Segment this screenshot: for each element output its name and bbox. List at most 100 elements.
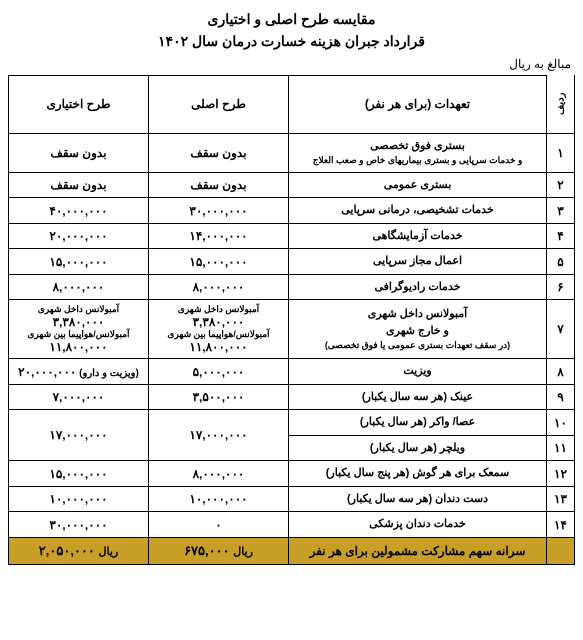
opt-value: ۸,۰۰۰,۰۰۰ — [53, 280, 105, 294]
desc-line: ویلچر (هر سال یکبار) — [295, 440, 540, 457]
title-line-2: قرارداد جبران هزینه خسارت درمان سال ۱۴۰۲ — [8, 30, 575, 52]
main-cell: بدون سقف — [149, 172, 289, 198]
opt-cell: ۳۰,۰۰۰,۰۰۰ — [9, 512, 149, 538]
opt-cell: ۴۰,۰۰۰,۰۰۰ — [9, 198, 149, 224]
opt-cell: ۱۰,۰۰۰,۰۰۰ — [9, 486, 149, 512]
table-row: ۱۳ دست دندان (هر سه سال یکبار) ۱۰,۰۰۰,۰۰۰ ۱… — [9, 486, 575, 512]
desc-line: ویزیت — [295, 363, 540, 380]
footer-row: سرانه سهم مشارکت مشمولین برای هر نفر ۶۷۵,… — [9, 537, 575, 564]
main-value: بدون سقف — [190, 178, 246, 192]
table-row: ۳ خدمات تشخیصی، درمانی سرپایی ۳۰,۰۰۰,۰۰۰ ۴۰… — [9, 198, 575, 224]
opt-cell: ۸,۰۰۰,۰۰۰ — [9, 274, 149, 300]
row-desc: اعمال مجاز سرپایی — [289, 249, 547, 275]
table-row: ۶خدمات رادیوگرافی۸,۰۰۰,۰۰۰۸,۰۰۰,۰۰۰ — [9, 274, 575, 300]
row-desc: خدمات تشخیصی، درمانی سرپایی — [289, 198, 547, 224]
main-cell: ۰ — [149, 512, 289, 538]
main-value: ۱۵,۰۰۰,۰۰۰ — [189, 255, 247, 269]
table-row: ۸ ویزیت ۵,۰۰۰,۰۰۰ ۲۰,۰۰۰,۰۰۰ (ویزیت و دارو) — [9, 359, 575, 385]
opt-cell: ۷,۰۰۰,۰۰۰ — [9, 384, 149, 410]
main-value: ۰ — [215, 518, 221, 532]
desc-line: آمبولانس داخل شهری — [295, 306, 540, 323]
desc-line: و خارج شهری — [295, 323, 540, 340]
main-value: ۱۷,۰۰۰,۰۰۰ — [189, 428, 247, 442]
desc-line: دست دندان (هر سه سال یکبار) — [295, 491, 540, 508]
row-desc: دست دندان (هر سه سال یکبار) — [289, 486, 547, 512]
opt-sublabel: آمبولانس داخل شهری — [15, 304, 142, 315]
table-row: ۱۴خدمات دندان پزشکی۰۳۰,۰۰۰,۰۰۰ — [9, 512, 575, 538]
main-cell: ۱۰,۰۰۰,۰۰۰ — [149, 486, 289, 512]
row-desc: خدمات آزمایشگاهی — [289, 223, 547, 249]
desc-line: اعمال مجاز سرپایی — [295, 253, 540, 270]
opt-cell: بدون سقف — [9, 172, 149, 198]
desc-line: بستری فوق تخصصی — [295, 138, 540, 155]
desc-line: سمعک برای هر گوش (هر پنج سال یکبار) — [295, 465, 540, 482]
opt-cell: ۱۷,۰۰۰,۰۰۰ — [9, 410, 149, 461]
main-cell: ۵,۰۰۰,۰۰۰ — [149, 359, 289, 385]
row-desc: ویزیت — [289, 359, 547, 385]
row-number: ۳ — [547, 198, 575, 224]
opt-value: ۱۵,۰۰۰,۰۰۰ — [49, 255, 107, 269]
main-value: ۸,۰۰۰,۰۰۰ — [193, 280, 245, 294]
header-desc: تعهدات (برای هر نفر) — [289, 75, 547, 133]
opt-cell: ۱۵,۰۰۰,۰۰۰ — [9, 461, 149, 487]
main-value: ۳۰,۰۰۰,۰۰۰ — [189, 204, 247, 218]
table-row: ۲ بستری عمومی بدون سقف بدون سقف — [9, 172, 575, 198]
main-sublabel: آمبولانس داخل شهری — [155, 304, 282, 315]
currency-note: مبالغ به ریال — [8, 57, 571, 71]
row-desc: عینک (هر سه سال یکبار) — [289, 384, 547, 410]
row-desc: بستری عمومی — [289, 172, 547, 198]
main-cell: ۳۰,۰۰۰,۰۰۰ — [149, 198, 289, 224]
opt-value: ۲۰,۰۰۰,۰۰۰ — [49, 229, 107, 243]
opt-after: (ویزیت و دارو) — [76, 368, 138, 379]
row-number: ۱۲ — [547, 461, 575, 487]
opt-cell: ۲۰,۰۰۰,۰۰۰ — [9, 223, 149, 249]
main-value: ۳,۵۰۰,۰۰۰ — [193, 390, 245, 404]
header-main: طرح اصلی — [149, 75, 289, 133]
row-desc: ویلچر (هر سال یکبار) — [289, 435, 547, 461]
row-number: ۷ — [547, 300, 575, 359]
row-number: ۹ — [547, 384, 575, 410]
row-number: ۱۴ — [547, 512, 575, 538]
opt-cell: آمبولانس داخل شهری۳,۳۸۰,۰۰۰آمبولانس/هواپ… — [9, 300, 149, 359]
desc-line: خدمات رادیوگرافی — [295, 279, 540, 296]
desc-line: خدمات آزمایشگاهی — [295, 228, 540, 245]
row-number: ۸ — [547, 359, 575, 385]
opt-value: ۱۵,۰۰۰,۰۰۰ — [49, 467, 107, 481]
row-number: ۱۳ — [547, 486, 575, 512]
footer-desc: سرانه سهم مشارکت مشمولین برای هر نفر — [289, 537, 547, 564]
opt-value: بدون سقف — [50, 178, 106, 192]
header-opt: طرح اختیاری — [9, 75, 149, 133]
row-desc: خدمات رادیوگرافی — [289, 274, 547, 300]
row-desc: سمعک برای هر گوش (هر پنج سال یکبار) — [289, 461, 547, 487]
opt-cell: ۱۵,۰۰۰,۰۰۰ — [9, 249, 149, 275]
main-cell: ۱۴,۰۰۰,۰۰۰ — [149, 223, 289, 249]
main-value: ۵,۰۰۰,۰۰۰ — [193, 365, 245, 379]
footer-main-value: ۶۷۵,۰۰۰ — [184, 543, 233, 558]
row-desc: بستری فوق تخصصیو خدمات سرپایی و بستری بی… — [289, 133, 547, 172]
opt-cell: ۲۰,۰۰۰,۰۰۰ (ویزیت و دارو) — [9, 359, 149, 385]
desc-line: خدمات تشخیصی، درمانی سرپایی — [295, 202, 540, 219]
main-subvalue: ۱۱,۸۰۰,۰۰۰ — [155, 340, 282, 354]
table-row: ۴خدمات آزمایشگاهی۱۴,۰۰۰,۰۰۰۲۰,۰۰۰,۰۰۰ — [9, 223, 575, 249]
row-number: ۱ — [547, 133, 575, 172]
footer-opt-value: ۲,۰۵۰,۰۰۰ — [39, 543, 99, 558]
row-number: ۱۰ — [547, 410, 575, 436]
desc-subline: (در سقف تعهدات بستری عمومی یا فوق تخصصی) — [295, 339, 540, 353]
main-sublabel: آمبولانس/هواپیما بین شهری — [155, 329, 282, 340]
opt-cell: بدون سقف — [9, 133, 149, 172]
main-value: بدون سقف — [190, 146, 246, 160]
desc-line: بستری عمومی — [295, 177, 540, 194]
row-number: ۱۱ — [547, 435, 575, 461]
row-number: ۵ — [547, 249, 575, 275]
table-row: ۷آمبولانس داخل شهریو خارج شهری(در سقف تع… — [9, 300, 575, 359]
title-line-1: مقایسه طرح اصلی و اختیاری — [8, 8, 575, 30]
opt-value: ۲۰,۰۰۰,۰۰۰ — [18, 365, 76, 379]
row-number: ۲ — [547, 172, 575, 198]
opt-value: ۱۰,۰۰۰,۰۰۰ — [49, 492, 107, 506]
opt-value: ۱۷,۰۰۰,۰۰۰ — [49, 428, 107, 442]
row-desc: عصا/ واکر (هر سال یکبار) — [289, 410, 547, 436]
desc-line: عینک (هر سه سال یکبار) — [295, 389, 540, 406]
main-cell: ۱۵,۰۰۰,۰۰۰ — [149, 249, 289, 275]
main-value: ۱۴,۰۰۰,۰۰۰ — [189, 229, 247, 243]
desc-subline: و خدمات سرپایی و بستری بیماریهای خاص و ص… — [295, 154, 540, 168]
